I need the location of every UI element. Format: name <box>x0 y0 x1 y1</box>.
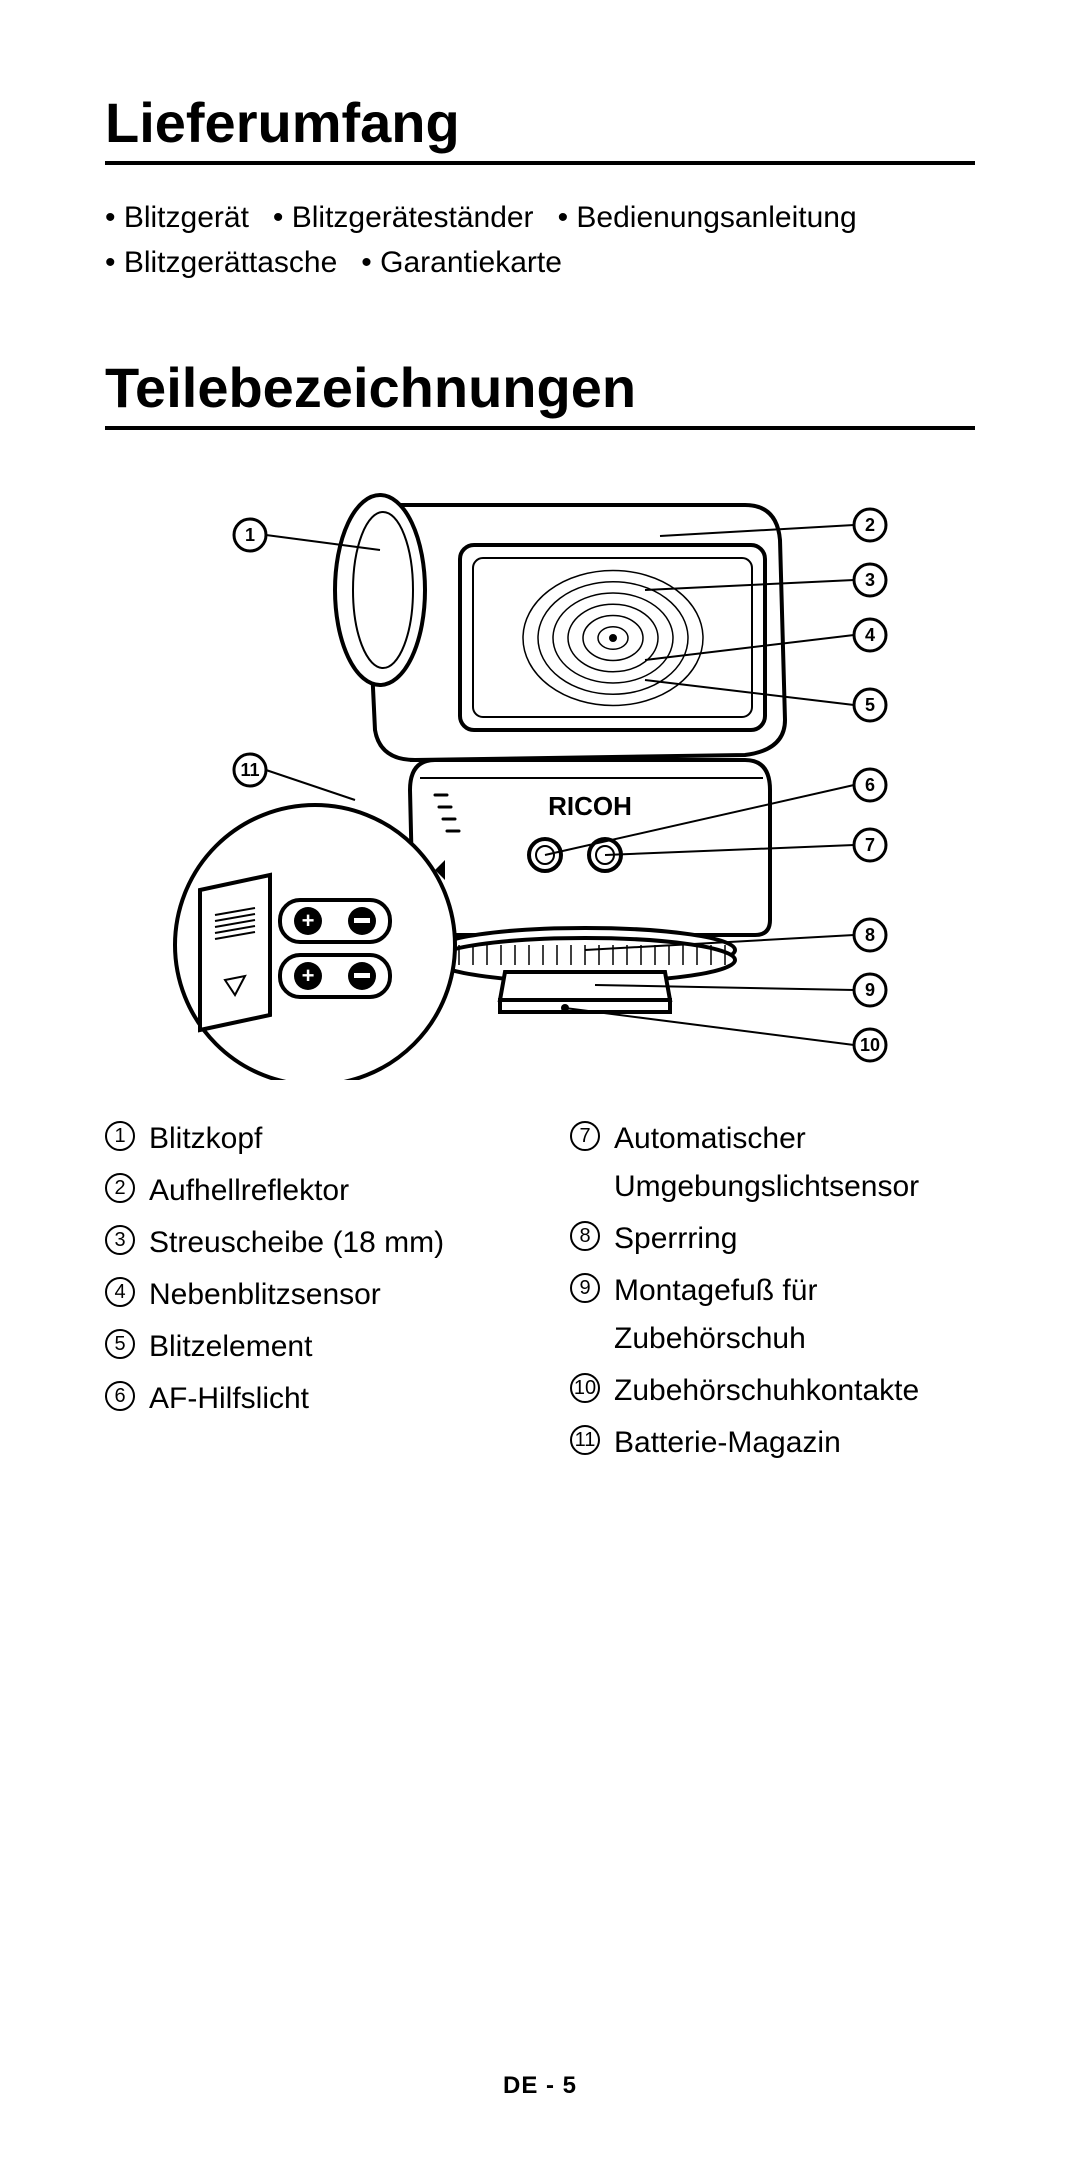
contents-list: Blitzgerät Blitzgeräteständer Bedienungsan… <box>105 195 975 285</box>
legend-row: 8 Sperrring <box>570 1215 975 1263</box>
parts-diagram: RICOH++1112345678910 <box>105 460 975 1085</box>
legend-number: 9 <box>570 1273 600 1303</box>
section-lieferumfang-title: Lieferumfang <box>105 90 975 165</box>
legend-label: Blitzelement <box>149 1323 312 1371</box>
legend-label: Batterie-Magazin <box>614 1419 841 1467</box>
svg-text:4: 4 <box>865 625 875 645</box>
legend-number: 4 <box>105 1277 135 1307</box>
legend-label: Montagefuß für Zubehörschuh <box>614 1267 975 1363</box>
legend-label: AF-Hilfslicht <box>149 1375 309 1423</box>
legend-row: 9 Montagefuß für Zubehörschuh <box>570 1267 975 1363</box>
page-footer: DE - 5 <box>0 2072 1080 2100</box>
legend-col-2: 7 Automatischer Umgebungslichtsensor 8 Sper… <box>570 1115 975 1471</box>
parts-legend: 1 Blitzkopf 2 Aufhellreflektor 3 Streuscheibe… <box>105 1115 975 1471</box>
legend-label: Automatischer Umgebungslichtsensor <box>614 1115 975 1211</box>
legend-col-1: 1 Blitzkopf 2 Aufhellreflektor 3 Streuscheibe… <box>105 1115 510 1471</box>
legend-row: 11 Batterie-Magazin <box>570 1419 975 1467</box>
svg-text:11: 11 <box>240 760 259 780</box>
legend-number: 10 <box>570 1373 600 1403</box>
legend-row: 5 Blitzelement <box>105 1323 510 1371</box>
legend-number: 1 <box>105 1121 135 1151</box>
legend-number: 6 <box>105 1381 135 1411</box>
svg-text:3: 3 <box>865 570 875 590</box>
contents-item: Blitzgerättasche <box>105 240 337 285</box>
svg-text:5: 5 <box>865 695 875 715</box>
svg-text:1: 1 <box>245 525 255 545</box>
legend-number: 2 <box>105 1173 135 1203</box>
legend-label: Nebenblitzsensor <box>149 1271 381 1319</box>
svg-text:9: 9 <box>865 980 875 1000</box>
section-teile-title: Teilebezeichnungen <box>105 355 975 430</box>
contents-item: Blitzgeräteständer <box>273 195 534 240</box>
svg-text:10: 10 <box>860 1035 880 1055</box>
legend-label: Streuscheibe (18 mm) <box>149 1219 444 1267</box>
contents-item: Blitzgerät <box>105 195 249 240</box>
contents-item: Garantiekarte <box>361 240 562 285</box>
svg-text:+: + <box>302 908 315 933</box>
svg-text:2: 2 <box>865 515 875 535</box>
legend-label: Blitzkopf <box>149 1115 262 1163</box>
legend-row: 4 Nebenblitzsensor <box>105 1271 510 1319</box>
legend-row: 2 Aufhellreflektor <box>105 1167 510 1215</box>
legend-number: 11 <box>570 1425 600 1455</box>
flash-diagram-svg: RICOH++1112345678910 <box>105 460 975 1080</box>
contents-item: Bedienungsanleitung <box>558 195 857 240</box>
legend-row: 10 Zubehörschuhkontakte <box>570 1367 975 1415</box>
legend-row: 7 Automatischer Umgebungslichtsensor <box>570 1115 975 1211</box>
legend-label: Aufhellreflektor <box>149 1167 349 1215</box>
legend-row: 6 AF-Hilfslicht <box>105 1375 510 1423</box>
svg-text:8: 8 <box>865 925 875 945</box>
legend-number: 7 <box>570 1121 600 1151</box>
svg-text:RICOH: RICOH <box>548 791 632 821</box>
legend-number: 3 <box>105 1225 135 1255</box>
legend-label: Sperrring <box>614 1215 737 1263</box>
svg-text:+: + <box>302 963 315 988</box>
svg-text:7: 7 <box>865 835 875 855</box>
legend-label: Zubehörschuhkontakte <box>614 1367 919 1415</box>
legend-row: 3 Streuscheibe (18 mm) <box>105 1219 510 1267</box>
svg-text:6: 6 <box>865 775 875 795</box>
legend-row: 1 Blitzkopf <box>105 1115 510 1163</box>
legend-number: 8 <box>570 1221 600 1251</box>
legend-number: 5 <box>105 1329 135 1359</box>
